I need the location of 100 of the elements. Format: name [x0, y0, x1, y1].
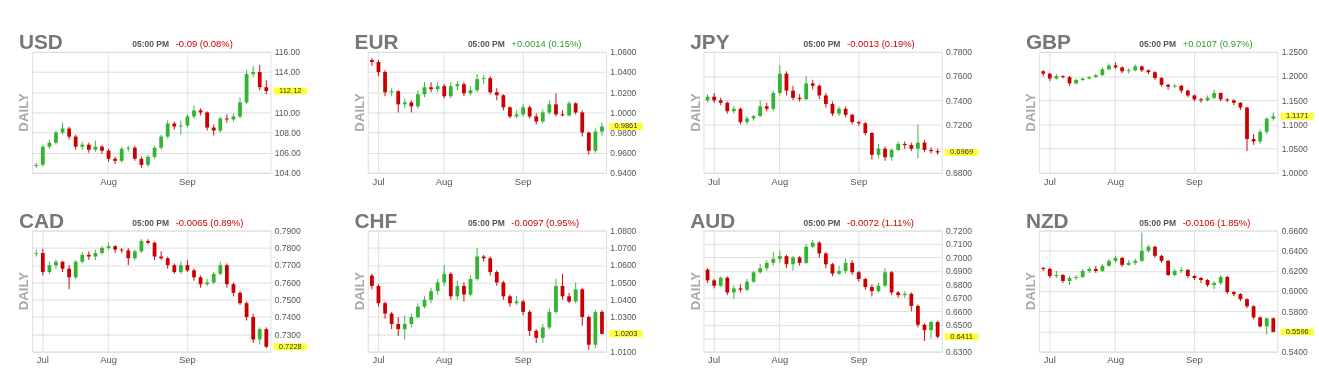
y-tick-label: 0.6900 [945, 266, 973, 277]
y-tick-label: 1.0000 [1281, 168, 1308, 179]
y-axis-title: DAILY [352, 93, 368, 132]
y-axis-title: DAILY [687, 271, 703, 311]
candlestick [1126, 67, 1131, 75]
candlestick [791, 255, 795, 272]
chart-subtitle: 05:00 PM [1139, 217, 1177, 228]
y-tick-label: 0.7600 [274, 277, 301, 288]
candlestick [178, 120, 183, 136]
candlestick [1212, 280, 1217, 290]
y-tick-label: 1.0500 [610, 277, 637, 288]
text: -0.09 (0.08%) [175, 38, 233, 50]
x-tick-label: Aug [1107, 175, 1124, 187]
x-tick-label: Jul [372, 354, 385, 366]
y-tick-label: 0.5800 [1281, 306, 1308, 317]
y-tick-label: 110.00 [274, 107, 301, 118]
candlestick [113, 244, 118, 254]
candlestick [791, 85, 795, 101]
candlestick [1166, 83, 1171, 91]
y-tick-label: 0.6700 [945, 293, 973, 304]
candlestick [837, 105, 841, 117]
y-tick-label: 0.6800 [945, 168, 973, 179]
y-tick-label: 0.9400 [610, 168, 637, 179]
y-tick-label: 1.0000 [610, 107, 637, 118]
x-tick-label: Aug [1107, 354, 1124, 366]
text: 1.1171 [1285, 111, 1309, 121]
y-axis-title: DAILY [16, 271, 32, 311]
candlestick [1199, 97, 1203, 104]
candlestick [600, 309, 604, 335]
candlestick [804, 75, 809, 101]
y-tick-label: 1.1000 [1281, 119, 1308, 130]
y-tick-label: 108.00 [274, 127, 301, 138]
y-axis-title: DAILY [352, 271, 368, 311]
candlestick [777, 64, 782, 96]
candlestick [1225, 275, 1230, 295]
candlestick [442, 264, 447, 287]
candlestick [429, 81, 433, 93]
y-tick-label: 0.6600 [945, 306, 973, 317]
chart-title: CAD [18, 208, 64, 232]
y-tick-label: 1.0700 [610, 243, 637, 254]
y-tick-label: 0.6000 [1281, 286, 1308, 297]
candlestick [165, 120, 170, 140]
y-tick-label: 0.7600 [945, 71, 973, 82]
candlestick [777, 250, 782, 264]
candlestick [73, 259, 78, 280]
chart-subtitle: 05:00 PM [132, 39, 170, 50]
candlestick [67, 264, 72, 290]
candlestick [40, 144, 45, 168]
x-tick-label: Jul [372, 175, 385, 187]
x-tick-label: Aug [100, 175, 117, 187]
candlestick [224, 113, 229, 123]
candlestick [1199, 276, 1203, 284]
x-tick-label: Sep [179, 354, 196, 366]
candlestick [257, 64, 262, 91]
y-tick-label: 0.6500 [945, 320, 973, 331]
candlestick [1061, 74, 1065, 80]
candlestick [731, 285, 736, 300]
y-tick-label: 1.0800 [610, 225, 637, 236]
candlestick [224, 262, 229, 289]
candlestick [192, 104, 196, 119]
x-tick-label: Aug [435, 354, 453, 366]
chart-title: GBP [1025, 30, 1072, 54]
y-tick-label: 0.5400 [1281, 346, 1308, 357]
candlestick [1074, 274, 1078, 281]
text: -0.0072 (1.11%) [847, 216, 915, 228]
chart-title: CHF [354, 208, 398, 232]
candlestick [264, 326, 269, 349]
y-tick-label: 1.0400 [610, 295, 637, 306]
y-tick-label: 1.0600 [610, 47, 637, 58]
candlestick [100, 245, 104, 256]
candlestick [527, 309, 532, 337]
x-tick-label: Sep [514, 175, 532, 187]
y-tick-label: 106.00 [274, 148, 301, 159]
candlestick [870, 131, 874, 161]
y-tick-label: 0.7100 [945, 239, 973, 250]
candlestick [586, 131, 591, 156]
candlestick [929, 320, 933, 339]
x-tick-label: Jul [36, 354, 49, 366]
x-tick-label: Jul [1043, 175, 1056, 187]
candlestick [837, 265, 841, 276]
candlestick [916, 304, 920, 328]
x-tick-label: Jul [708, 354, 721, 366]
candlestick [416, 89, 420, 109]
candlestick [251, 65, 256, 78]
candlestick [521, 103, 525, 117]
x-tick-label: Aug [771, 175, 789, 187]
candlestick [396, 316, 401, 337]
y-tick-label: 0.7500 [274, 295, 301, 306]
y-tick-label: 0.7000 [945, 252, 973, 263]
candlestick [178, 261, 183, 275]
y-tick-label: 0.7400 [945, 95, 973, 106]
text: 0.5596 [1285, 326, 1309, 336]
candlestick [475, 247, 479, 282]
candlestick [488, 75, 493, 95]
y-axis-title: DAILY [16, 93, 32, 132]
chart-title: AUD [690, 208, 736, 232]
candlestick [725, 275, 730, 296]
candlestick [771, 90, 776, 112]
x-tick-label: Sep [850, 354, 868, 366]
chart-subtitle: 05:00 PM [803, 39, 841, 50]
